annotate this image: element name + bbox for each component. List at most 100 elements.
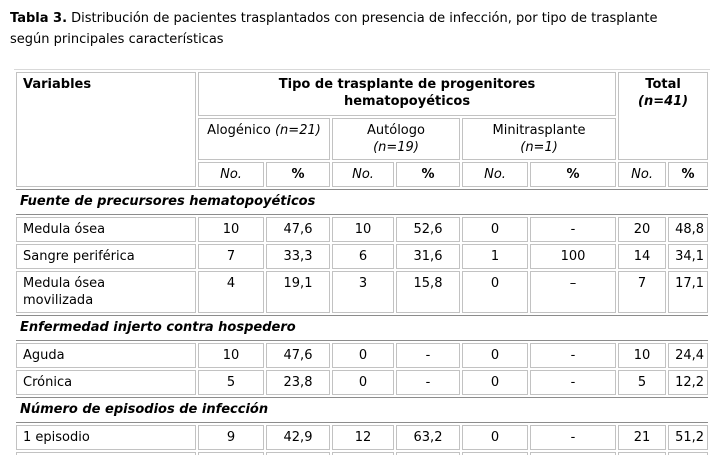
row-label-cell: 1 episodio bbox=[16, 425, 196, 450]
value-cell: 10 bbox=[332, 217, 394, 242]
value-cell: 0 bbox=[462, 271, 528, 313]
total-n-label: (n=41) bbox=[638, 94, 689, 109]
alogenico-n-label: (n=21) bbox=[274, 123, 321, 138]
column-header-pct-alogenico: % bbox=[266, 162, 330, 187]
section-row: Número de episodios de infección bbox=[16, 397, 709, 423]
table-row: Medula ósea movilizada 4 19,1 3 15,8 0–7 17,1 bbox=[16, 271, 709, 313]
value-cell: 0 bbox=[462, 425, 528, 450]
value-cell: 26,3 bbox=[396, 452, 460, 455]
value-cell: 0 bbox=[332, 370, 394, 395]
value-cell: 0 bbox=[332, 343, 394, 368]
value-cell: 47,6 bbox=[266, 343, 330, 368]
value-cell: 34,1 bbox=[668, 244, 709, 269]
alogenico-label: Alogénico bbox=[207, 123, 271, 138]
value-cell: 13 bbox=[618, 452, 667, 455]
row-label: 1 episodio bbox=[23, 430, 90, 445]
table-title-text: Distribución de pacientes trasplantados … bbox=[10, 11, 658, 47]
value-cell: - bbox=[530, 343, 617, 368]
column-header-pct-autologo: % bbox=[396, 162, 460, 187]
value-cell: 100 bbox=[530, 244, 617, 269]
value-cell: 31,6 bbox=[396, 244, 460, 269]
value-cell: - bbox=[396, 370, 460, 395]
value-cell: 33,3 bbox=[266, 452, 330, 455]
value-cell: 5 bbox=[198, 370, 264, 395]
column-header-transplant-type: Tipo de trasplante de progenitores hemat… bbox=[198, 72, 617, 116]
value-cell: 9 bbox=[198, 425, 264, 450]
section-row: Fuente de precursores hematopoyéticos bbox=[16, 189, 709, 215]
column-header-autologo: Autólogo (n=19) bbox=[332, 118, 460, 160]
row-label-cell: 2 episodios bbox=[16, 452, 196, 455]
row-label-cell: Medula ósea movilizada bbox=[16, 271, 196, 313]
value-cell: 24,4 bbox=[668, 343, 709, 368]
autologo-label: Autólogo bbox=[367, 123, 425, 138]
table-row: Sangre periférica 7 33,3 6 31,6 1 100 14 34,1 bbox=[16, 244, 709, 269]
column-header-alogenico: Alogénico (n=21) bbox=[198, 118, 330, 160]
value-cell: 15,8 bbox=[396, 271, 460, 313]
value-cell: 42,9 bbox=[266, 425, 330, 450]
minitrasplante-label: Minitrasplante bbox=[492, 123, 586, 138]
column-header-variables: Variables bbox=[16, 72, 196, 187]
table-body: Fuente de precursores hematopoyéticos Med… bbox=[16, 189, 709, 455]
value-cell: 0 bbox=[462, 370, 528, 395]
value-cell: 6 bbox=[332, 244, 394, 269]
value-cell: 23,8 bbox=[266, 370, 330, 395]
value-cell: 1 bbox=[462, 244, 528, 269]
value-cell: 14 bbox=[618, 244, 667, 269]
value-cell: 100 bbox=[530, 452, 617, 455]
value-cell: 5 bbox=[332, 452, 394, 455]
transplant-type-label: Tipo de trasplante de progenitores hemat… bbox=[278, 77, 536, 109]
table-row: Crónica 5 23,8 0-0-5 12,2 bbox=[16, 370, 709, 395]
value-cell: 3 bbox=[332, 271, 394, 313]
value-cell: 12 bbox=[332, 425, 394, 450]
row-label-cell: Aguda bbox=[16, 343, 196, 368]
value-cell: 19,1 bbox=[266, 271, 330, 313]
column-header-no-alogenico: No. bbox=[198, 162, 264, 187]
value-cell: 0 bbox=[462, 343, 528, 368]
column-header-no-minitrasplante: No. bbox=[462, 162, 528, 187]
column-header-no-autologo: No. bbox=[332, 162, 394, 187]
value-cell: 52,6 bbox=[396, 217, 460, 242]
header-row-no-pct: No. % No. % No. % No. % bbox=[16, 162, 709, 187]
column-header-total: Total (n=41) bbox=[618, 72, 709, 160]
value-cell: 21 bbox=[618, 425, 667, 450]
value-cell: 20 bbox=[618, 217, 667, 242]
row-label-cell: Crónica bbox=[16, 370, 196, 395]
column-header-no-total: No. bbox=[618, 162, 667, 187]
row-label-cell: Sangre periférica bbox=[16, 244, 196, 269]
value-cell: 63,2 bbox=[396, 425, 460, 450]
value-cell: 10 bbox=[198, 343, 264, 368]
patients-table: Variables Tipo de trasplante de progenit… bbox=[14, 69, 711, 455]
value-cell: 4 bbox=[198, 271, 264, 313]
table-row: 2 episodios733,3526,311001331,7 bbox=[16, 452, 709, 455]
table-row: Medula ósea 10 47,6 10 52,6 0-20 48,8 bbox=[16, 217, 709, 242]
row-label-cell: Medula ósea bbox=[16, 217, 196, 242]
value-cell: 10 bbox=[618, 343, 667, 368]
autologo-n-label: (n=19) bbox=[373, 140, 419, 155]
value-cell: 51,2 bbox=[668, 425, 709, 450]
value-cell: 0 bbox=[462, 217, 528, 242]
table-row: Aguda 10 47,6 0-0-10 24,4 bbox=[16, 343, 709, 368]
row-label: Crónica bbox=[23, 375, 73, 390]
row-label: Aguda bbox=[23, 348, 65, 363]
minitrasplante-n-label: (n=1) bbox=[520, 140, 558, 155]
value-cell: 12,2 bbox=[668, 370, 709, 395]
section-title: Número de episodios de infección bbox=[16, 397, 709, 423]
value-cell: 10 bbox=[198, 217, 264, 242]
value-cell: - bbox=[530, 425, 617, 450]
value-cell: 31,7 bbox=[668, 452, 709, 455]
value-cell: 33,3 bbox=[266, 244, 330, 269]
value-cell: - bbox=[530, 370, 617, 395]
value-cell: 5 bbox=[618, 370, 667, 395]
value-cell: - bbox=[530, 217, 617, 242]
table-row: 1 episodio 9 42,9 12 63,2 0-21 51,2 bbox=[16, 425, 709, 450]
section-title: Fuente de precursores hematopoyéticos bbox=[16, 189, 709, 215]
row-label: Medula ósea bbox=[23, 222, 106, 237]
section-row: Enfermedad injerto contra hospedero bbox=[16, 315, 709, 341]
total-label: Total bbox=[645, 77, 681, 92]
value-cell: 48,8 bbox=[668, 217, 709, 242]
table-title-label: Tabla 3. bbox=[10, 11, 68, 26]
column-header-pct-minitrasplante: % bbox=[530, 162, 617, 187]
value-cell: 7 bbox=[618, 271, 667, 313]
value-cell: 1 bbox=[462, 452, 528, 455]
